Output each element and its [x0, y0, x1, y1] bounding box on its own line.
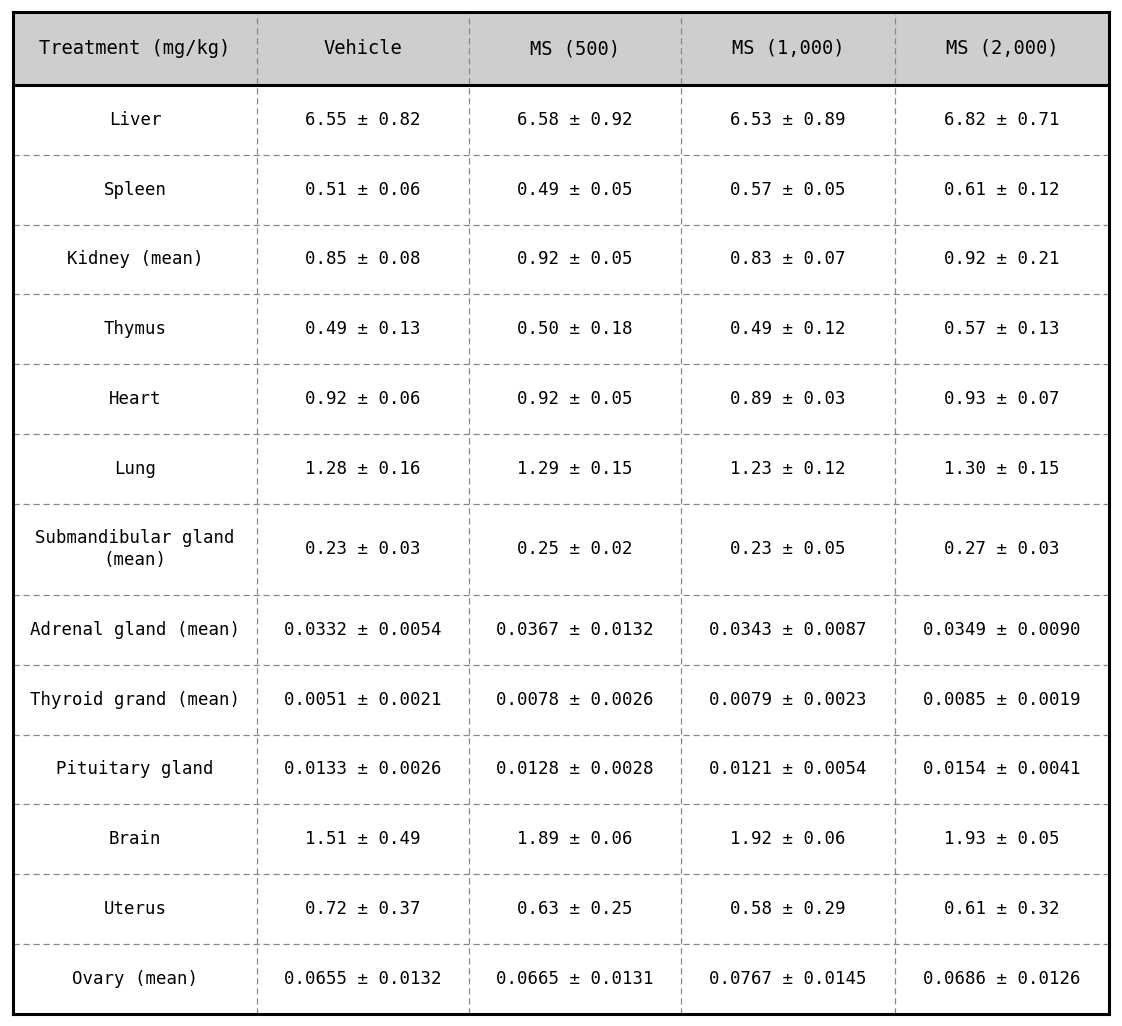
Bar [13, 434, 1109, 504]
Text: Lung: Lung [114, 460, 156, 478]
Text: 0.0051 ± 0.0021: 0.0051 ± 0.0021 [284, 690, 442, 709]
Text: Submandibular gland
(mean): Submandibular gland (mean) [35, 529, 234, 569]
Text: 0.61 ± 0.12: 0.61 ± 0.12 [944, 181, 1059, 199]
Text: 1.51 ± 0.49: 1.51 ± 0.49 [305, 830, 421, 849]
Bar [13, 364, 1109, 434]
Text: Adrenal gland (mean): Adrenal gland (mean) [30, 621, 240, 639]
Bar [13, 225, 1109, 294]
Text: 0.0349 ± 0.0090: 0.0349 ± 0.0090 [923, 621, 1080, 639]
Text: 6.55 ± 0.82: 6.55 ± 0.82 [305, 111, 421, 129]
Text: MS (2,000): MS (2,000) [946, 39, 1058, 58]
Text: 0.25 ± 0.02: 0.25 ± 0.02 [517, 541, 633, 558]
Text: 0.23 ± 0.03: 0.23 ± 0.03 [305, 541, 421, 558]
Text: 0.50 ± 0.18: 0.50 ± 0.18 [517, 320, 633, 339]
Bar [13, 595, 1109, 665]
Text: 0.83 ± 0.07: 0.83 ± 0.07 [730, 250, 846, 269]
Text: 0.23 ± 0.05: 0.23 ± 0.05 [730, 541, 846, 558]
Text: 6.82 ± 0.71: 6.82 ± 0.71 [944, 111, 1059, 129]
Text: Ovary (mean): Ovary (mean) [72, 970, 197, 988]
Text: 0.89 ± 0.03: 0.89 ± 0.03 [730, 390, 846, 408]
Text: 0.27 ± 0.03: 0.27 ± 0.03 [944, 541, 1059, 558]
Bar [13, 665, 1109, 735]
Text: 1.29 ± 0.15: 1.29 ± 0.15 [517, 460, 633, 478]
Text: 0.57 ± 0.13: 0.57 ± 0.13 [944, 320, 1059, 339]
Text: Pituitary gland: Pituitary gland [56, 760, 214, 779]
Text: 0.0085 ± 0.0019: 0.0085 ± 0.0019 [923, 690, 1080, 709]
Bar [13, 504, 1109, 595]
Text: 0.92 ± 0.05: 0.92 ± 0.05 [517, 390, 633, 408]
Text: 0.61 ± 0.32: 0.61 ± 0.32 [944, 900, 1059, 918]
Text: 6.53 ± 0.89: 6.53 ± 0.89 [730, 111, 846, 129]
Text: 0.0686 ± 0.0126: 0.0686 ± 0.0126 [923, 970, 1080, 988]
Text: 0.93 ± 0.07: 0.93 ± 0.07 [944, 390, 1059, 408]
Text: 0.0367 ± 0.0132: 0.0367 ± 0.0132 [497, 621, 654, 639]
Text: 0.92 ± 0.21: 0.92 ± 0.21 [944, 250, 1059, 269]
Text: 0.57 ± 0.05: 0.57 ± 0.05 [730, 181, 846, 199]
Bar [13, 944, 1109, 1014]
Text: 0.0767 ± 0.0145: 0.0767 ± 0.0145 [709, 970, 867, 988]
Text: MS (500): MS (500) [531, 39, 620, 58]
Text: Kidney (mean): Kidney (mean) [67, 250, 203, 269]
Bar [13, 12, 1109, 85]
Text: Liver: Liver [109, 111, 162, 129]
Text: 0.0121 ± 0.0054: 0.0121 ± 0.0054 [709, 760, 867, 779]
Bar [13, 85, 1109, 155]
Text: 1.30 ± 0.15: 1.30 ± 0.15 [944, 460, 1059, 478]
Text: 1.93 ± 0.05: 1.93 ± 0.05 [944, 830, 1059, 849]
Text: 0.0154 ± 0.0041: 0.0154 ± 0.0041 [923, 760, 1080, 779]
Text: 0.0078 ± 0.0026: 0.0078 ± 0.0026 [497, 690, 654, 709]
Text: Uterus: Uterus [103, 900, 166, 918]
Text: Spleen: Spleen [103, 181, 166, 199]
Bar [13, 874, 1109, 944]
Text: 0.51 ± 0.06: 0.51 ± 0.06 [305, 181, 421, 199]
Text: 0.63 ± 0.25: 0.63 ± 0.25 [517, 900, 633, 918]
Bar [13, 155, 1109, 225]
Bar [13, 735, 1109, 804]
Text: 1.89 ± 0.06: 1.89 ± 0.06 [517, 830, 633, 849]
Text: 0.0128 ± 0.0028: 0.0128 ± 0.0028 [497, 760, 654, 779]
Text: 6.58 ± 0.92: 6.58 ± 0.92 [517, 111, 633, 129]
Text: 0.0343 ± 0.0087: 0.0343 ± 0.0087 [709, 621, 867, 639]
Bar [13, 294, 1109, 364]
Text: Brain: Brain [109, 830, 162, 849]
Text: 0.49 ± 0.05: 0.49 ± 0.05 [517, 181, 633, 199]
Text: 0.0332 ± 0.0054: 0.0332 ± 0.0054 [284, 621, 442, 639]
Bar [13, 804, 1109, 874]
Text: Thyroid grand (mean): Thyroid grand (mean) [30, 690, 240, 709]
Text: Heart: Heart [109, 390, 162, 408]
Text: 0.0665 ± 0.0131: 0.0665 ± 0.0131 [497, 970, 654, 988]
Text: 0.72 ± 0.37: 0.72 ± 0.37 [305, 900, 421, 918]
Text: Vehicle: Vehicle [323, 39, 402, 58]
Text: 0.92 ± 0.06: 0.92 ± 0.06 [305, 390, 421, 408]
Text: Thymus: Thymus [103, 320, 166, 339]
Text: 0.0655 ± 0.0132: 0.0655 ± 0.0132 [284, 970, 442, 988]
Text: 1.23 ± 0.12: 1.23 ± 0.12 [730, 460, 846, 478]
Text: Treatment (mg/kg): Treatment (mg/kg) [39, 39, 231, 58]
Text: 0.0133 ± 0.0026: 0.0133 ± 0.0026 [284, 760, 442, 779]
Text: 0.0079 ± 0.0023: 0.0079 ± 0.0023 [709, 690, 867, 709]
Text: 0.49 ± 0.13: 0.49 ± 0.13 [305, 320, 421, 339]
Text: 0.85 ± 0.08: 0.85 ± 0.08 [305, 250, 421, 269]
Text: 0.49 ± 0.12: 0.49 ± 0.12 [730, 320, 846, 339]
Text: 1.92 ± 0.06: 1.92 ± 0.06 [730, 830, 846, 849]
Text: MS (1,000): MS (1,000) [732, 39, 845, 58]
Text: 1.28 ± 0.16: 1.28 ± 0.16 [305, 460, 421, 478]
Text: 0.58 ± 0.29: 0.58 ± 0.29 [730, 900, 846, 918]
Text: 0.92 ± 0.05: 0.92 ± 0.05 [517, 250, 633, 269]
